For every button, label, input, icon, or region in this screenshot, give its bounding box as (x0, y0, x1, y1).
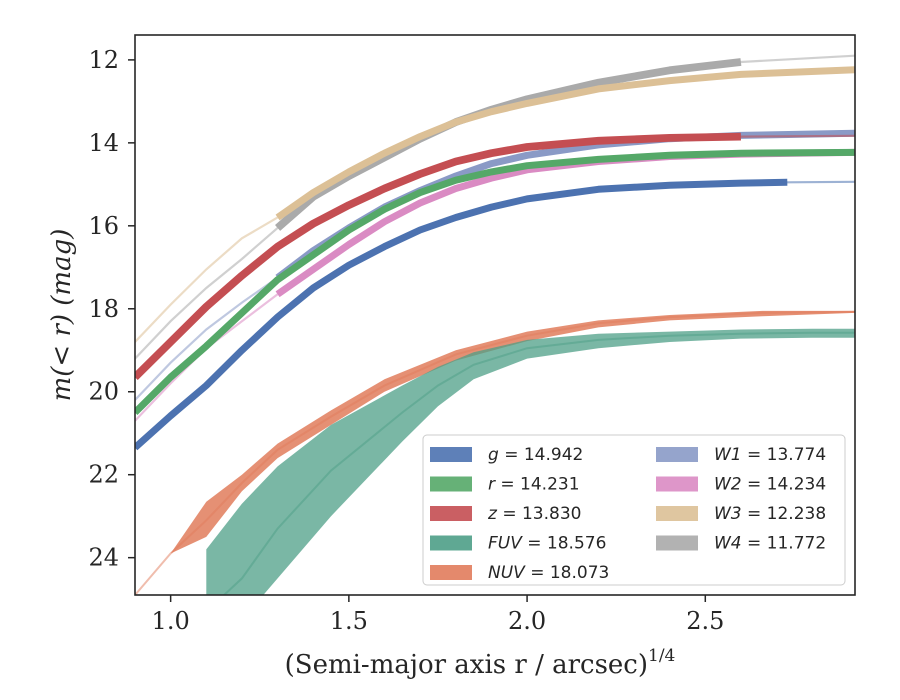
legend-item-fuv: FUV = 18.576 (430, 534, 606, 554)
legend-swatch (430, 535, 472, 551)
legend-swatch (430, 565, 472, 580)
series-r-line (135, 148, 855, 415)
x-tick-label: 2.0 (508, 607, 546, 635)
legend-swatch (430, 476, 472, 492)
y-tick-label: 14 (88, 129, 119, 157)
legend-label: FUV = 18.576 (488, 534, 606, 554)
legend-item-w2: W2 = 14.234 (656, 475, 826, 495)
legend-label: W4 = 11.772 (714, 534, 826, 554)
y-tick-label: 20 (88, 378, 119, 406)
legend-item-r: r = 14.231 (430, 475, 580, 495)
legend-item-w1: W1 = 13.774 (656, 445, 826, 465)
series-z (135, 132, 855, 380)
series-r-extrapolation (135, 151, 855, 414)
legend-item-z: z = 13.830 (430, 504, 581, 524)
legend-label: z = 13.830 (487, 504, 581, 524)
y-axis-label: m(< r) (mag) (47, 229, 77, 402)
legend-swatch (656, 447, 698, 462)
legend-swatch (656, 535, 698, 551)
series-nuv (135, 310, 855, 595)
series-fuv-line (222, 331, 855, 595)
legend-label: r = 14.231 (488, 475, 580, 495)
x-axis-label-exponent: 1/4 (648, 646, 675, 666)
series-g-line (135, 178, 788, 451)
y-tick-label: 16 (88, 212, 119, 240)
series-w3 (135, 66, 855, 343)
legend-label: W2 = 14.234 (714, 475, 826, 495)
y-tick-label: 22 (88, 461, 119, 489)
legend-swatch (430, 506, 472, 521)
legend-label: NUV = 18.073 (488, 563, 609, 583)
series-z-line (135, 132, 741, 380)
legend-label: W1 = 13.774 (714, 445, 826, 465)
curves-layer (135, 54, 855, 595)
y-tick-label: 12 (88, 46, 119, 74)
legend-label: W3 = 12.238 (714, 504, 826, 524)
legend-item-nuv: NUV = 18.073 (430, 563, 609, 583)
series-w2-extrapolation (135, 151, 855, 422)
legend-item-w3: W3 = 12.238 (656, 504, 826, 524)
x-tick-label: 1.0 (152, 607, 190, 635)
legend-swatch (430, 447, 472, 462)
series-w3-line (275, 66, 855, 221)
series-g (135, 178, 855, 451)
y-axis-ticks: 12 14 16 18 20 22 24 (88, 46, 135, 572)
legend-item-w4: W4 = 11.772 (656, 534, 826, 554)
y-tick-label: 24 (88, 544, 119, 572)
legend: g = 14.942 r = 14.231 z = 13.830 FUV = 18.5… (422, 434, 846, 586)
series-fuv (206, 328, 855, 595)
legend-box (422, 434, 846, 586)
x-tick-label: 2.5 (686, 607, 724, 635)
legend-swatch (656, 476, 698, 492)
y-tick-label: 18 (88, 295, 119, 323)
legend-item-g: g = 14.942 (430, 445, 583, 465)
series-fuv-band (206, 328, 855, 595)
series-nuv-band (135, 310, 855, 595)
series-nuv-line (135, 310, 855, 595)
x-axis-ticks: 1.0 1.5 2.0 2.5 (152, 595, 724, 635)
x-tick-label: 1.5 (330, 607, 368, 635)
series-r (135, 148, 855, 415)
series-w2 (135, 148, 855, 422)
plot-frame (134, 34, 856, 596)
legend-swatch (656, 506, 698, 521)
x-axis-label: (Semi-major axis r / arcsec)1/4 (285, 646, 676, 680)
legend-label: g = 14.942 (488, 445, 583, 465)
